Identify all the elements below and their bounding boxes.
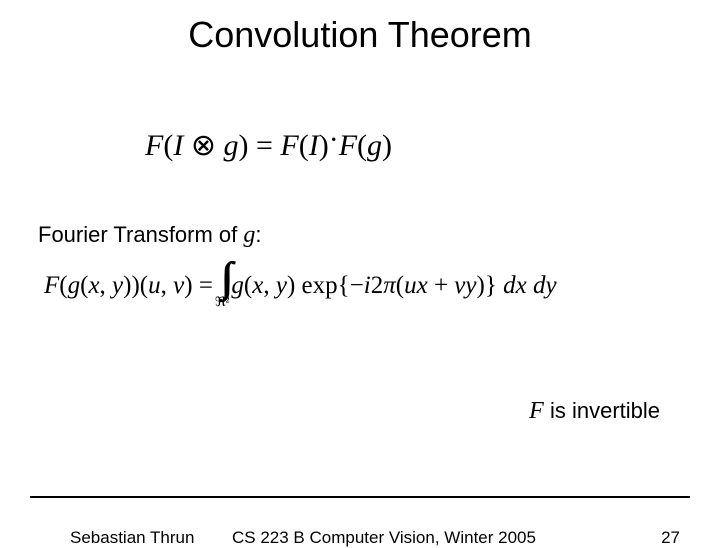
eq1-eq: = <box>256 129 273 162</box>
eq1-sp <box>248 129 256 162</box>
eq2-v: v <box>173 272 184 299</box>
invertible-F: F <box>529 398 544 424</box>
equation-fourier-transform: F(g(x, y))(u, v) = ∫∫ ℜ² g(x, y) exp{−i2… <box>44 262 557 310</box>
footer-page-number: 27 <box>661 528 680 548</box>
eq2-y2: y <box>276 272 287 299</box>
eq2-rb: } <box>485 272 503 299</box>
eq2-lp3: ( <box>396 272 404 299</box>
eq2-two: 2 <box>371 272 384 299</box>
eq1-rp1: ) <box>238 129 248 162</box>
eq1-g2: g <box>367 129 382 162</box>
eq1-I: I <box>173 129 183 162</box>
slide: Convolution Theorem F(I ⊗ g) = F(I)·F(g)… <box>0 0 720 540</box>
eq2-y: y <box>112 272 123 299</box>
eq2-rpx: ))( <box>123 272 148 299</box>
eq1-lp1: ( <box>163 129 173 162</box>
equation-convolution-theorem: F(I ⊗ g) = F(I)·F(g) <box>145 128 392 163</box>
subtitle-g: g <box>243 222 255 248</box>
eq1-F2: F <box>280 129 298 162</box>
eq2-vy: vy <box>454 272 476 299</box>
eq2-ux: ux <box>404 272 428 299</box>
eq1-lp3: ( <box>357 129 367 162</box>
eq1-otimes: ⊗ <box>183 129 223 162</box>
eq2-plus: + <box>428 272 455 299</box>
eq2-F: F <box>44 272 59 299</box>
eq2-g2: g <box>231 272 244 299</box>
invertible-text: is invertible <box>544 398 660 423</box>
eq2-c1: , <box>100 272 113 299</box>
subtitle-fourier-transform: Fourier Transform of g: <box>38 222 262 249</box>
eq1-F3: F <box>339 129 357 162</box>
eq1-g: g <box>223 129 238 162</box>
footer-author: Sebastian Thrun <box>70 528 194 548</box>
eq2-g: g <box>68 272 81 299</box>
eq2-lp: ( <box>59 272 67 299</box>
integral-symbol: ∫∫ ℜ² <box>215 262 229 310</box>
eq2-int: ∫∫ <box>221 262 224 296</box>
eq2-lb: {− <box>338 272 364 299</box>
eq2-rp: ) <box>184 272 192 299</box>
eq2-intsub: ℜ² <box>215 294 229 310</box>
footer-course: CS 223 B Computer Vision, Winter 2005 <box>232 528 536 548</box>
eq2-rp3: ) <box>477 272 485 299</box>
slide-title: Convolution Theorem <box>0 0 720 56</box>
eq2-c3: , <box>263 272 276 299</box>
subtitle-prefix: Fourier Transform of <box>38 222 243 247</box>
eq2-pi: π <box>383 272 396 299</box>
eq2-u: u <box>148 272 161 299</box>
eq2-lpx2: ( <box>244 272 252 299</box>
eq2-x: x <box>88 272 99 299</box>
eq1-rp2: ) <box>319 129 329 162</box>
subtitle-colon: : <box>255 222 261 247</box>
eq1-dot: · <box>329 123 339 156</box>
eq1-I2: I <box>309 129 319 162</box>
eq1-F1: F <box>145 129 163 162</box>
footer-divider <box>30 496 690 498</box>
eq2-eq: = <box>193 272 213 299</box>
eq2-i: i <box>364 272 371 299</box>
eq2-dy: dy <box>527 272 557 299</box>
eq2-x2: x <box>252 272 263 299</box>
eq1-rp3: ) <box>382 129 392 162</box>
note-invertible: F is invertible <box>529 398 660 425</box>
eq2-exp: exp <box>302 272 338 299</box>
eq2-c2: , <box>161 272 174 299</box>
eq1-lp2: ( <box>299 129 309 162</box>
eq2-dx: dx <box>503 272 527 299</box>
